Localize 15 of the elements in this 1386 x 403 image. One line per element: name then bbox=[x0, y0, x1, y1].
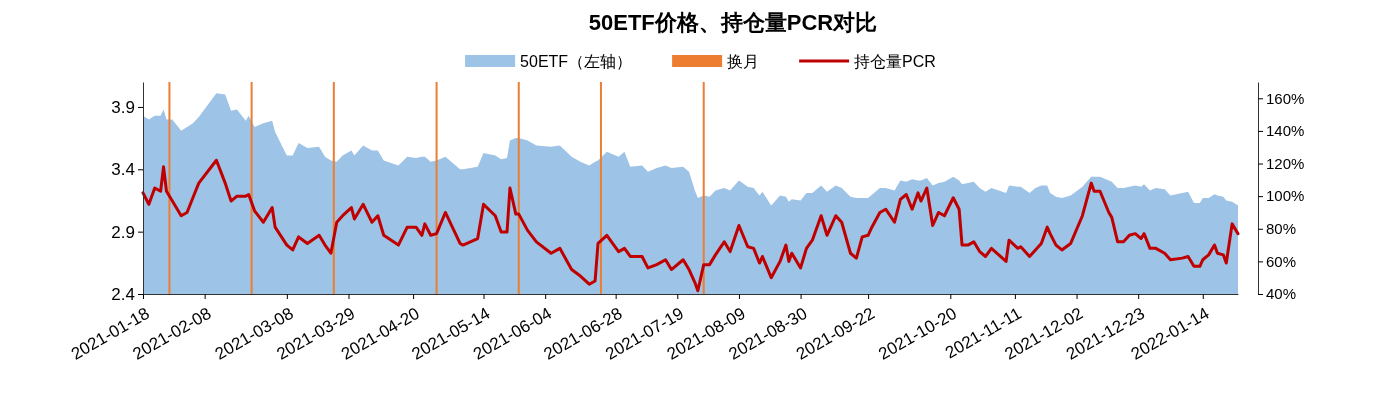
y-tick-label: 3.9 bbox=[111, 97, 135, 117]
legend-label: 50ETF（左轴） bbox=[520, 53, 633, 70]
y2-tick-label: 120% bbox=[1266, 154, 1305, 172]
y-tick-label: 2.4 bbox=[111, 284, 135, 304]
y2-tick-label: 160% bbox=[1266, 89, 1305, 107]
y-tick-label: 3.4 bbox=[111, 160, 135, 180]
y2-tick-label: 100% bbox=[1266, 187, 1305, 205]
y2-tick-label: 40% bbox=[1266, 285, 1297, 303]
y2-tick-label: 140% bbox=[1266, 122, 1305, 140]
y2-tick-label: 60% bbox=[1266, 252, 1297, 270]
y2-tick-label: 80% bbox=[1266, 220, 1297, 238]
chart-title: 50ETF价格、持仓量PCR对比 bbox=[588, 10, 878, 35]
y-tick-label: 2.9 bbox=[111, 222, 135, 242]
legend-label: 持仓量PCR bbox=[854, 53, 936, 70]
legend-label: 换月 bbox=[727, 53, 760, 70]
